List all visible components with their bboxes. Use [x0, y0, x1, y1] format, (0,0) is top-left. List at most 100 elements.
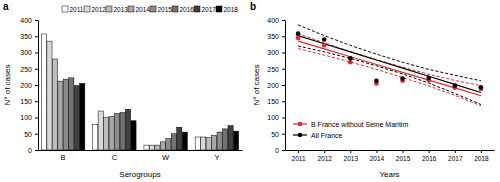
point [453, 83, 458, 88]
tick-mark [35, 36, 38, 37]
tick-label: 2018 [474, 155, 489, 162]
bars [41, 34, 238, 150]
legend-marker [298, 122, 303, 127]
y-axis-title: N° of cases [3, 65, 12, 106]
tick-mark [403, 150, 404, 153]
tick-label: 250 [20, 65, 32, 72]
tick: 150 [20, 98, 38, 105]
tick: 2018 [474, 150, 489, 162]
axis-line [286, 150, 495, 151]
bar [228, 126, 233, 150]
tick-label: 50 [24, 130, 32, 137]
tick-mark [282, 69, 285, 70]
point [400, 76, 405, 81]
tick: 2015 [396, 150, 411, 162]
tick-label: 350 [20, 33, 32, 40]
legend-item: 2013 [106, 6, 128, 13]
legend-swatch [150, 6, 156, 12]
tick-label: 2014 [370, 155, 385, 162]
tick: W [162, 150, 170, 162]
tick: 2011 [292, 150, 306, 162]
confidence-band-lower [298, 49, 481, 106]
legend-swatch [84, 6, 90, 12]
tick-label: 0 [28, 147, 32, 154]
panel-label: b [250, 1, 256, 12]
tick-label: 2013 [344, 155, 359, 162]
bar [177, 127, 182, 150]
legend-label: 2011 [70, 6, 84, 13]
axis-line [39, 150, 243, 151]
tick-mark [324, 150, 325, 153]
legend-label: 2015 [158, 6, 173, 13]
tick-mark [282, 53, 285, 54]
legend-marker [298, 133, 303, 138]
bar [233, 131, 238, 150]
x-axis: BCWY [39, 150, 243, 162]
tick-label: 300 [267, 49, 279, 56]
tick-mark [35, 20, 38, 21]
tick-mark [282, 101, 285, 102]
tick: Y [214, 150, 219, 162]
tick-label: 350 [267, 33, 279, 40]
bar [104, 118, 109, 151]
tick-mark [350, 150, 351, 153]
tick: 400 [267, 17, 285, 24]
tick-label: 100 [20, 114, 32, 121]
fit-line [298, 41, 481, 96]
bar [144, 145, 149, 150]
bar [206, 138, 211, 150]
point [426, 76, 431, 81]
tick: 400 [20, 17, 38, 24]
legend: B France without Seine Maritim All France [293, 121, 408, 139]
tick: 100 [20, 114, 38, 121]
legend-item: 2011 [62, 6, 84, 13]
bar [160, 142, 165, 150]
tick-mark [35, 85, 38, 86]
tick-label: 150 [267, 98, 279, 105]
bar [201, 137, 206, 150]
bar [80, 83, 85, 150]
bar [74, 86, 79, 150]
bar [69, 78, 74, 150]
tick: 2016 [422, 150, 437, 162]
legend-item: 2016 [172, 6, 194, 13]
bar [63, 79, 68, 150]
point [296, 31, 301, 36]
tick: 2014 [370, 150, 385, 162]
tick: 300 [267, 49, 285, 56]
tick-mark [35, 150, 38, 151]
bar [115, 114, 120, 150]
tick-mark [35, 101, 38, 102]
tick-mark [282, 85, 285, 86]
bar [47, 41, 52, 150]
tick-label: 0 [275, 147, 279, 154]
legend-label: B France without Seine Maritim [311, 121, 408, 128]
tick-label: 200 [20, 82, 32, 89]
legend-item: 2018 [216, 6, 238, 13]
bar [131, 121, 136, 150]
tick: 0 [275, 147, 285, 154]
bar [120, 113, 125, 150]
legend-swatch [62, 6, 68, 12]
legend-item: All France [293, 132, 343, 139]
y-axis: 050100150200250300350400 [267, 17, 285, 154]
tick: 300 [20, 49, 38, 56]
x-axis-title: Years [379, 170, 399, 179]
legend-swatch [172, 6, 178, 12]
legend-item: 2015 [150, 6, 172, 13]
tick-mark [481, 150, 482, 153]
bar [58, 81, 63, 150]
legend-label: 2014 [136, 6, 151, 13]
tick: 2017 [448, 150, 463, 162]
tick-label: 400 [267, 17, 279, 24]
bar [52, 59, 57, 150]
tick-label: C [112, 153, 118, 162]
bar [109, 117, 114, 150]
figure: 050100150200250300350400BCWYaN° of cases… [0, 0, 500, 182]
legend: 20112012201320142015201620172018 [62, 6, 238, 13]
tick: 200 [20, 82, 38, 89]
legend-swatch [194, 6, 200, 12]
confidence-band-upper [298, 34, 481, 86]
bar [182, 132, 187, 150]
tick-mark [282, 20, 285, 21]
